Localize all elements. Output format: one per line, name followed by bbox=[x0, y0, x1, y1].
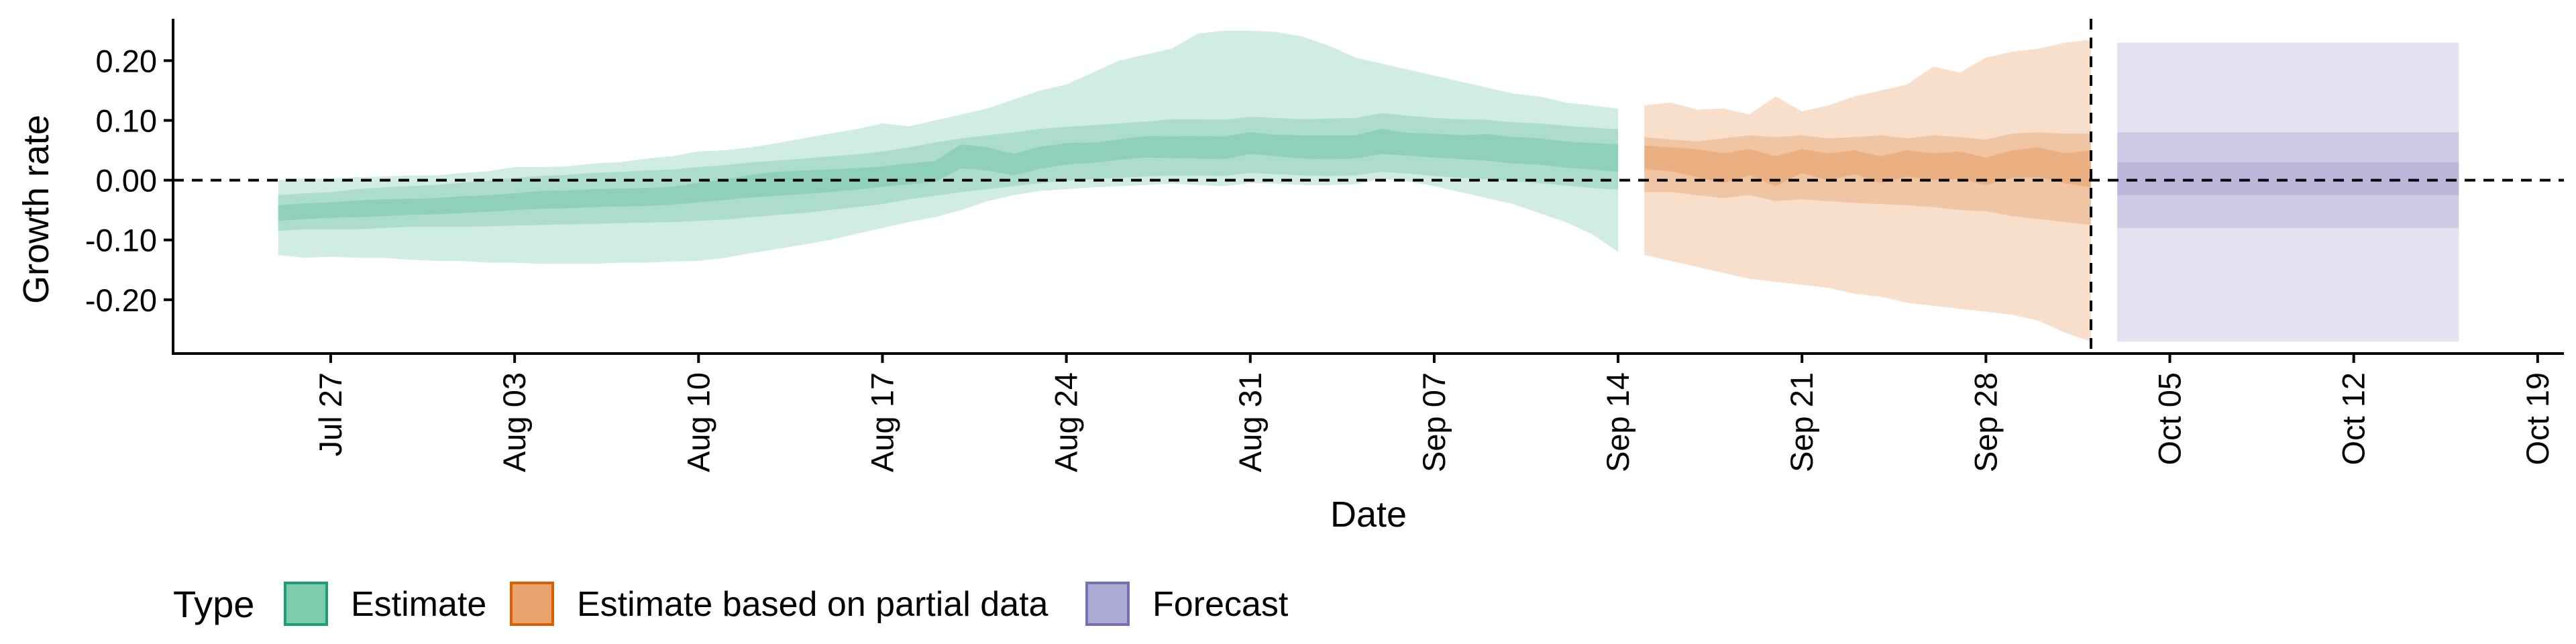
reference-lines bbox=[173, 19, 2564, 354]
x-tick-label: Oct 19 bbox=[2520, 372, 2555, 465]
x-tick-label: Sep 21 bbox=[1784, 372, 1819, 472]
x-tick-label: Oct 12 bbox=[2336, 372, 2371, 465]
ribbon-layer bbox=[278, 30, 2459, 342]
legend: Type Estimate Estimate based on partial d… bbox=[173, 582, 1289, 626]
estimate-based-on-partial-data-inner-band bbox=[1644, 145, 2091, 188]
axes: 0.20 0.10 0.00 -0.10 -0.20 Jul 27 Aug 03 Aug 10… bbox=[85, 19, 2564, 472]
x-tick-label: Aug 10 bbox=[680, 372, 716, 472]
legend-title: Type bbox=[173, 583, 254, 625]
x-tick-label: Aug 31 bbox=[1232, 372, 1268, 472]
x-tick-label: Sep 28 bbox=[1968, 372, 2003, 472]
y-tick-label: 0.20 bbox=[96, 43, 157, 78]
x-tick-label: Aug 24 bbox=[1049, 372, 1084, 472]
x-tick-label: Oct 05 bbox=[2152, 372, 2188, 465]
forecast-middle-band bbox=[2117, 132, 2459, 228]
estimate-based-on-partial-data-outer-band bbox=[1644, 40, 2091, 342]
legend-label: Forecast bbox=[1152, 585, 1289, 624]
x-tick-label: Sep 07 bbox=[1416, 372, 1452, 472]
x-axis-title: Date bbox=[1330, 494, 1407, 535]
y-tick-label: -0.10 bbox=[85, 223, 157, 258]
legend-swatch bbox=[1085, 582, 1130, 626]
estimate-outer-band bbox=[278, 30, 1619, 264]
estimate-middle-band bbox=[278, 113, 1619, 231]
legend-swatch bbox=[284, 582, 328, 626]
estimate-based-on-partial-data-middle-band bbox=[1644, 132, 2091, 225]
y-tick-label: -0.20 bbox=[85, 282, 157, 318]
x-tick-label: Aug 17 bbox=[864, 372, 900, 472]
x-tick-label: Sep 14 bbox=[1600, 372, 1635, 472]
forecast-inner-band bbox=[2117, 162, 2459, 195]
y-tick-label: 0.00 bbox=[96, 163, 157, 199]
y-axis-title: Growth rate bbox=[16, 115, 56, 304]
estimate-inner-band bbox=[278, 129, 1619, 221]
legend-label: Estimate based on partial data bbox=[577, 585, 1049, 624]
y-tick-label: 0.10 bbox=[96, 103, 157, 138]
legend-label: Estimate bbox=[351, 585, 486, 624]
x-tick-label: Jul 27 bbox=[313, 372, 348, 456]
legend-swatch bbox=[510, 582, 554, 626]
x-tick-label: Aug 03 bbox=[496, 372, 532, 472]
forecast-outer-band bbox=[2117, 42, 2459, 342]
legend-items: Estimate Estimate based on partial data Fo… bbox=[284, 582, 1289, 626]
